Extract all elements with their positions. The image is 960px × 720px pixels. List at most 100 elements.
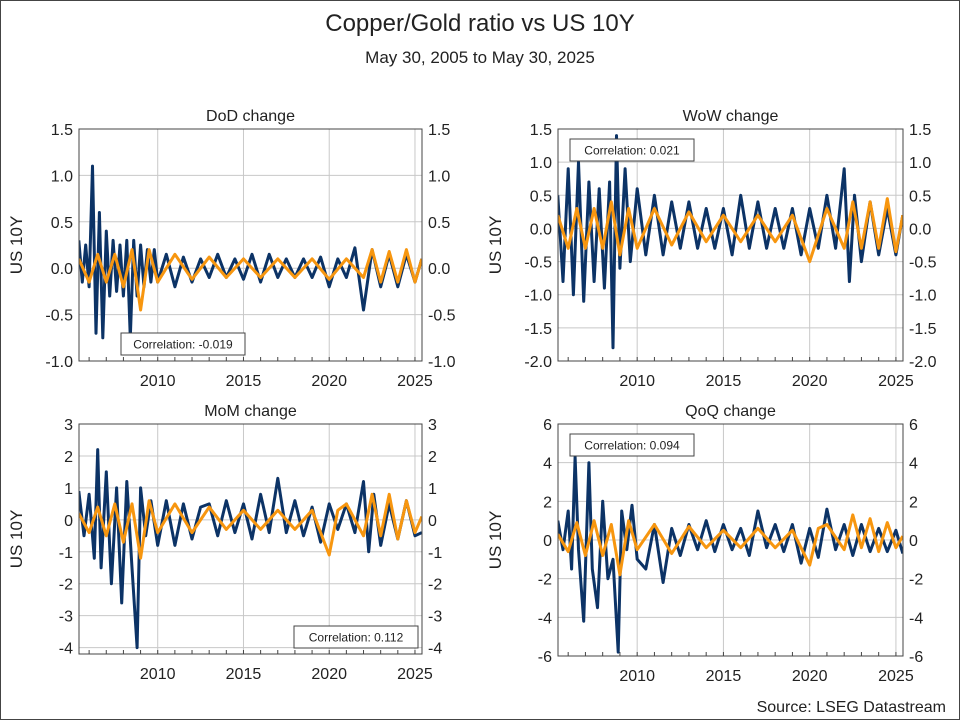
x-tick-label: 2015 [706, 373, 742, 390]
x-tick-label: 2010 [619, 668, 655, 685]
y-tick-label-right: -1.0 [909, 288, 937, 305]
chart-panel: WoW change -2.0 -2.0 -1.5 -1.5 -1.0 -1.0 -0.5 -0… [486, 108, 937, 390]
y-tick-label: 2 [543, 494, 552, 511]
correlation-box [569, 433, 695, 457]
y-tick-label: 1.0 [51, 168, 73, 185]
y-tick-label-right: -4 [909, 610, 923, 627]
series-us10y [558, 455, 903, 654]
y-axis-label: US 10Y [7, 216, 26, 275]
correlation-label: Correlation: 0.021 [584, 144, 680, 158]
x-tick-label: 2015 [226, 373, 262, 390]
y-tick-label: 3 [64, 417, 73, 434]
y-tick-label: -0.5 [45, 308, 73, 325]
y-tick-label: 0.0 [530, 221, 552, 238]
plot-area-border [557, 423, 904, 657]
y-tick-label: 6 [543, 417, 552, 434]
y-tick-label: 1.0 [530, 155, 552, 172]
y-tick-label: -1.5 [524, 321, 552, 338]
y-tick-label: -4 [538, 610, 552, 627]
y-tick-label: 4 [543, 456, 552, 473]
y-tick-label-right: -4 [428, 641, 442, 658]
x-tick-label: 2020 [792, 373, 828, 390]
y-tick-label-right: 0.0 [428, 261, 450, 278]
y-tick-label-right: 0 [428, 513, 437, 530]
y-tick-label: 2 [64, 449, 73, 466]
series-us10y [79, 448, 422, 650]
x-tick-label: 2010 [140, 373, 176, 390]
x-tick-label: 2025 [878, 373, 914, 390]
y-tick-label-right: -1.0 [428, 354, 456, 371]
y-tick-label-right: 0.0 [909, 221, 931, 238]
y-tick-label-right: 2 [428, 449, 437, 466]
y-tick-label-right: -2 [909, 572, 923, 589]
y-tick-label: 1 [64, 481, 73, 498]
y-tick-label-right: -2 [428, 577, 442, 594]
y-tick-label-right: 1 [428, 481, 437, 498]
y-tick-label-right: 1.0 [428, 168, 450, 185]
series-us10y [79, 164, 422, 340]
y-tick-label-right: 3 [428, 417, 437, 434]
panel-title: DoD change [206, 108, 295, 125]
source-note: Source: LSEG Datastream [757, 699, 946, 716]
series-copper-gold [558, 197, 903, 264]
x-tick-label: 2015 [226, 666, 262, 683]
panel-title: MoM change [204, 403, 297, 420]
x-tick-label: 2015 [706, 668, 742, 685]
chart-panel: QoQ change -6 -6 -4 -4 -2 -2 0 0 2 2 4 4 6 6 2010 2015 20… [486, 403, 923, 685]
y-tick-label-right: 1.5 [909, 122, 931, 139]
y-tick-label-right: 2 [909, 494, 918, 511]
chart-panel: DoD change -1.0 -1.0 -0.5 -0.5 0.0 0.0 0.5 0.5 1.… [7, 108, 456, 390]
y-tick-label: -6 [538, 649, 552, 666]
y-axis-label: US 10Y [486, 216, 505, 275]
x-tick-label: 2010 [140, 666, 176, 683]
chart-title: Copper/Gold ratio vs US 10Y [325, 10, 634, 37]
plot-area-border [78, 128, 423, 362]
y-tick-label: -2 [538, 572, 552, 589]
y-tick-label: -0.5 [524, 255, 552, 272]
plot-area-border [557, 128, 904, 362]
y-tick-label-right: 0 [909, 533, 918, 550]
y-tick-label: 0 [64, 513, 73, 530]
y-tick-label-right: 0.5 [909, 188, 931, 205]
y-tick-label: -1.0 [45, 354, 73, 371]
y-tick-label-right: 1.5 [428, 122, 450, 139]
panels-group: DoD change -1.0 -1.0 -0.5 -0.5 0.0 0.0 0.5 0.5 1.… [7, 108, 937, 685]
series-copper-gold [558, 513, 903, 577]
chart-panel: MoM change -4 -4 -3 -3 -2 -2 -1 -1 0 0 1 1 2 2 3 3 2010 20… [7, 403, 442, 683]
y-tick-label: -2 [59, 577, 73, 594]
panel-title: WoW change [683, 108, 779, 125]
x-tick-label: 2025 [878, 668, 914, 685]
x-tick-label: 2020 [792, 668, 828, 685]
x-tick-label: 2020 [311, 373, 347, 390]
y-tick-label: -3 [59, 609, 73, 626]
x-tick-label: 2025 [397, 666, 433, 683]
y-axis-label: US 10Y [7, 510, 26, 569]
correlation-label: Correlation: 0.112 [309, 631, 404, 645]
y-tick-label-right: 4 [909, 456, 918, 473]
y-tick-label: -2.0 [524, 354, 552, 371]
series-us10y [558, 134, 903, 350]
correlation-label: Correlation: -0.019 [133, 338, 233, 352]
chart-subtitle: May 30, 2005 to May 30, 2025 [365, 48, 595, 67]
correlation-label: Correlation: 0.094 [584, 439, 680, 453]
y-tick-label-right: -0.5 [909, 255, 937, 272]
x-tick-label: 2010 [619, 373, 655, 390]
x-tick-label: 2020 [311, 666, 347, 683]
correlation-box [293, 625, 419, 649]
plot-area-border [78, 423, 423, 655]
y-tick-label-right: 6 [909, 417, 918, 434]
y-tick-label: 0.5 [530, 188, 552, 205]
y-tick-label: 0 [543, 533, 552, 550]
y-tick-label: -1 [59, 545, 73, 562]
y-tick-label-right: 1.0 [909, 155, 931, 172]
correlation-box [569, 138, 695, 162]
y-tick-label-right: -1 [428, 545, 442, 562]
series-copper-gold [79, 248, 422, 312]
y-tick-label: 1.5 [530, 122, 552, 139]
y-tick-label: 1.5 [51, 122, 73, 139]
y-tick-label-right: -2.0 [909, 354, 937, 371]
panel-title: QoQ change [685, 403, 776, 420]
x-tick-label: 2025 [397, 373, 433, 390]
